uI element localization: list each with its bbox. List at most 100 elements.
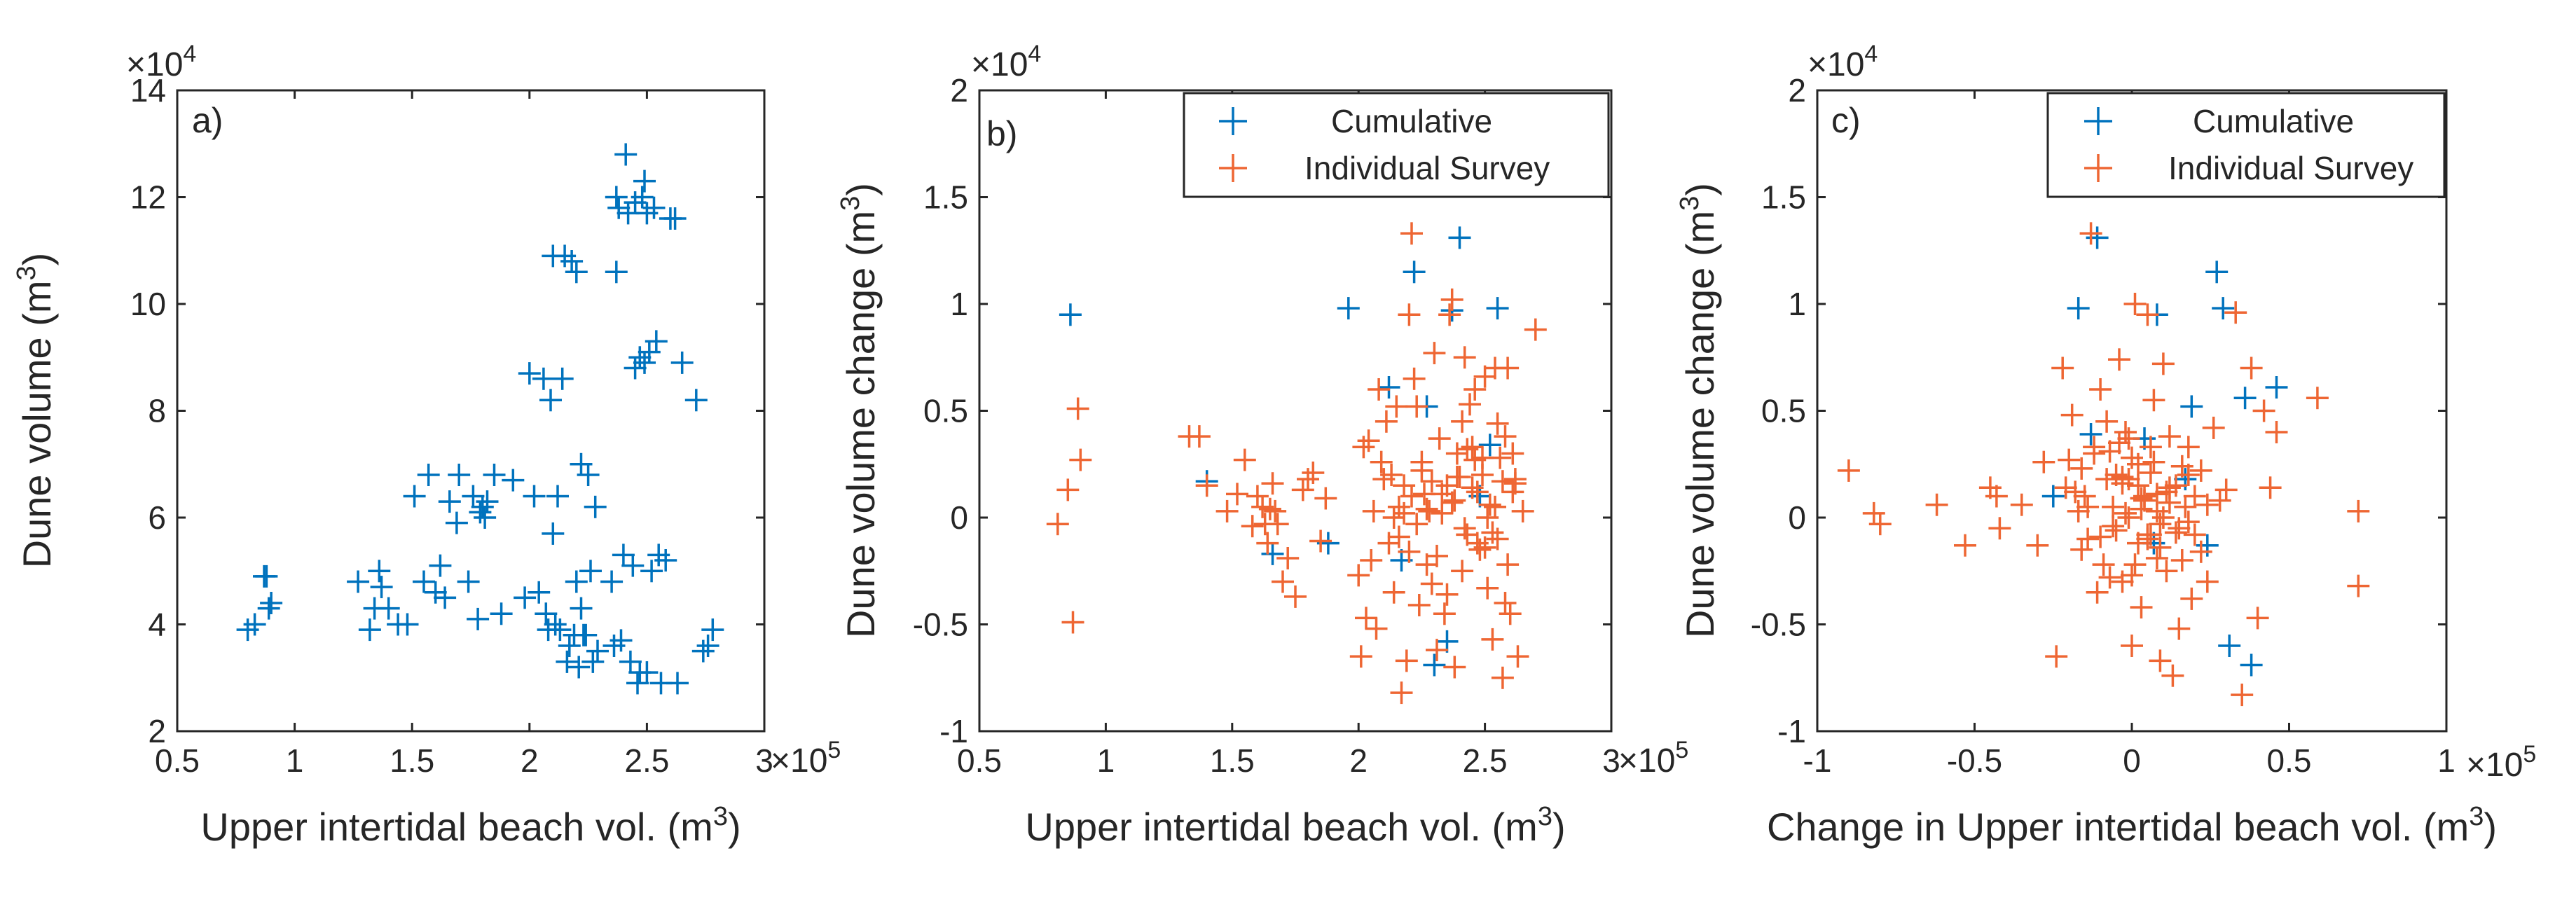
panel-c-y-tick-label: 1 [1788,286,1806,322]
panel-c-y-exponent: ×104 [1807,41,1878,83]
panel-b-y-tick-label: 1 [950,286,968,322]
panel-c-individual-point [2117,468,2140,491]
panel-a-cumulative-point [448,464,471,486]
panel-a-cumulative-point [539,389,562,412]
panel-b-individual-point [1407,594,1431,616]
panel-c-y-tick-label: -1 [1777,713,1806,749]
panel-a-cumulative-point [691,639,715,663]
panel-a-cumulative-point [556,650,579,673]
panel-a-cumulative-point [438,490,461,513]
panel-b-legend-label-cumulative: Cumulative [1331,103,1492,139]
panel-a-cumulative-point [558,635,581,657]
panel-c-individual-point [2246,607,2269,630]
panel-c-x-label: Change in Upper intertidal beach vol. (m… [1767,802,2497,849]
panel-a-letter: a) [192,101,223,140]
panel-c-cumulative-point [2233,387,2257,410]
panel-b-individual-point [1246,485,1269,508]
panel-b-cumulative-point [1059,303,1082,326]
panel-a-y-tick-label: 14 [130,72,166,109]
panel-a-cumulative-point [645,330,668,353]
panel-c-individual-point [2183,523,2206,546]
panel-c-individual-point [2079,222,2102,245]
panel-b-individual-point [1380,464,1403,486]
panel-c-x-tick-label: -1 [1803,742,1832,779]
panel-c-individual-point [2142,389,2165,412]
panel-b-individual-point [1426,639,1448,662]
panel-c-individual-point [2117,427,2140,450]
panel-c-individual-point [2164,521,2187,544]
panel-b-individual-point [1355,607,1377,630]
panel-a-cumulative-point [429,554,452,577]
panel-c-marks [1837,222,2370,707]
panel-a-x-tick-label: 3 [755,742,773,779]
panel-a-cumulative-point [628,346,652,369]
panel-b-x-tick-label: 2 [1349,742,1368,779]
panel-a-cumulative-point [518,362,541,385]
panel-b-cumulative-point [1448,226,1471,249]
panel-b-individual-point [1494,592,1517,614]
panel-b-individual-point [1187,425,1211,448]
panel-c-y-label: Dune volume change (m3) [1675,183,1722,638]
panel-a-cumulative-point [424,581,447,604]
panel-c-individual-point [2098,566,2121,589]
panel-b-individual-point [1435,583,1459,606]
panel-c-individual-point [2177,436,2200,459]
panel-b-individual-point [1463,378,1487,401]
panel-b-individual-point [1357,429,1380,452]
panel-b-x-tick-label: 1.5 [1210,742,1255,779]
panel-c-individual-point [2155,560,2178,583]
panel-a-cumulative-point [612,543,635,567]
panel-c-individual-point [2189,540,2212,563]
panel-a-y-tick-label: 2 [148,713,166,749]
panel-c-x-tick-label: 0 [2123,742,2141,779]
panel-c-individual-point [2177,511,2200,534]
panel-c-individual-point [2045,645,2068,668]
panel-c-individual-point [2067,499,2090,522]
panel-a-cumulative-point [560,250,584,272]
panel-a-x-label: Upper intertidal beach vol. (m3) [200,802,741,849]
panel-b-individual-point [1440,288,1463,311]
panel-b-legend-marker-individual [1219,154,1247,182]
panel-c-individual-point [2136,523,2159,546]
panel-a-cumulative-point [260,592,283,614]
panel-b-individual-point [1420,470,1443,493]
panel-b-cumulative-point [1403,261,1426,284]
panel-c-individual-point [2347,499,2370,522]
panel-c-individual-point [2139,462,2162,484]
panel-c-individual-point [2111,466,2134,488]
panel-c-y-tick-label: 2 [1788,72,1806,109]
panel-c-individual-point [2202,416,2225,439]
panel-b-individual-point [1499,602,1522,625]
panel-b-individual-point [1511,499,1534,522]
panel-b-individual-point [1440,491,1463,514]
panel-a-cumulative-point [434,586,457,609]
panel-b: 0.5 1 1.5 2 2.5 3 -1 -0.5 0 0.5 1 1.5 2 b) Cumulativ… [836,41,1688,849]
panel-c-individual-point [1837,459,1860,482]
panel-a-cumulative-point [551,367,574,390]
panel-a-cumulative-point [684,389,708,412]
panel-b-individual-point [1476,576,1499,600]
panel-b-individual-point [1375,410,1398,433]
panel-c-individual-point [2155,480,2178,504]
panel-b-individual-point [1428,427,1451,450]
panel-b-individual-point [1461,436,1484,459]
panel-a-y-tick-label: 10 [130,286,166,322]
panel-a-cumulative-point [631,186,654,209]
panel-c-individual-point [2095,410,2119,433]
panel-a-cumulative-point [670,351,694,374]
panel-a-cumulative-point [567,656,591,679]
panel-b-individual-point [1215,499,1239,522]
panel-a-cumulative-point [413,570,435,593]
panel-a-cumulative-point [483,464,506,486]
panel-c-individual-point [2139,436,2162,459]
panel-a-cumulative-point [577,464,600,486]
panel-b-individual-point [1233,448,1256,471]
panel-c-individual-point [2098,440,2121,463]
panel-c-individual-point [2142,450,2165,473]
panel-a-cumulative-point [666,672,689,695]
panel-c-individual-point [2117,506,2140,529]
panel-c-legend-label-cumulative: Cumulative [2193,103,2354,139]
panel-a-cumulative-point [579,560,602,583]
panel-a-cumulative-point [243,613,266,636]
panel-a-cumulative-point [471,495,494,518]
